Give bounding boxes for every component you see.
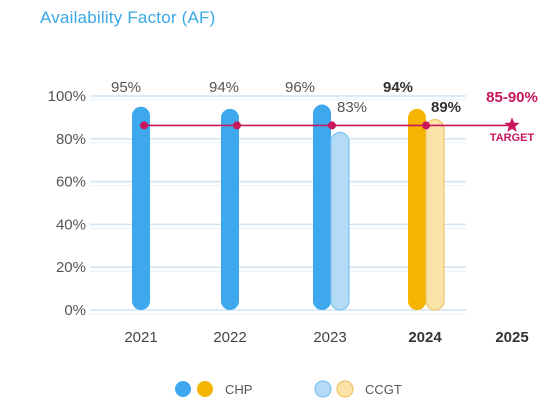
y-tick-label: 20% — [56, 259, 86, 276]
y-tick-label: 0% — [64, 302, 86, 319]
x-tick-label-2024: 2024 — [408, 329, 442, 346]
legend-label-chp: CHP — [225, 382, 252, 397]
data-label-ccgt-2023: 83% — [337, 99, 367, 116]
x-tick-label-2025: 2025 — [495, 329, 528, 346]
chp-bar-2023 — [313, 104, 331, 310]
chart-title: Availability Factor (AF) — [40, 8, 216, 27]
data-label-chp-2021: 95% — [111, 79, 141, 96]
data-label-chp-2023: 96% — [285, 79, 315, 96]
target-marker — [422, 121, 430, 130]
data-label-chp-2022: 94% — [209, 79, 239, 96]
x-tick-label-2023: 2023 — [313, 329, 346, 346]
target-star-icon — [504, 117, 520, 132]
legend-label-ccgt: CCGT — [365, 382, 402, 397]
x-tick-label-2022: 2022 — [213, 329, 246, 346]
y-tick-label: 100% — [48, 88, 86, 105]
chp-bar-2021 — [132, 106, 150, 310]
legend-swatch-ccgt — [314, 380, 332, 398]
target-marker — [233, 121, 241, 130]
legend-swatch-ccgt — [336, 380, 354, 398]
data-label-chp-2024: 94% — [383, 79, 413, 96]
chp-bar-2024 — [408, 108, 426, 310]
legend-swatch-chp — [197, 381, 213, 397]
target-marker — [140, 121, 148, 130]
data-label-ccgt-2024: 89% — [431, 99, 461, 116]
legend-swatch-chp — [175, 381, 191, 397]
target-marker — [328, 121, 336, 130]
ccgt-bar-2024 — [425, 118, 445, 311]
x-tick-label-2021: 2021 — [124, 329, 157, 346]
y-tick-label: 40% — [56, 216, 86, 233]
ccgt-bar-2023 — [330, 131, 350, 311]
chp-bar-2022 — [221, 108, 239, 310]
target-sublabel: TARGET — [490, 132, 535, 144]
target-value-label: 85-90% — [486, 89, 538, 106]
y-tick-label: 80% — [56, 131, 86, 148]
y-tick-label: 60% — [56, 174, 86, 191]
